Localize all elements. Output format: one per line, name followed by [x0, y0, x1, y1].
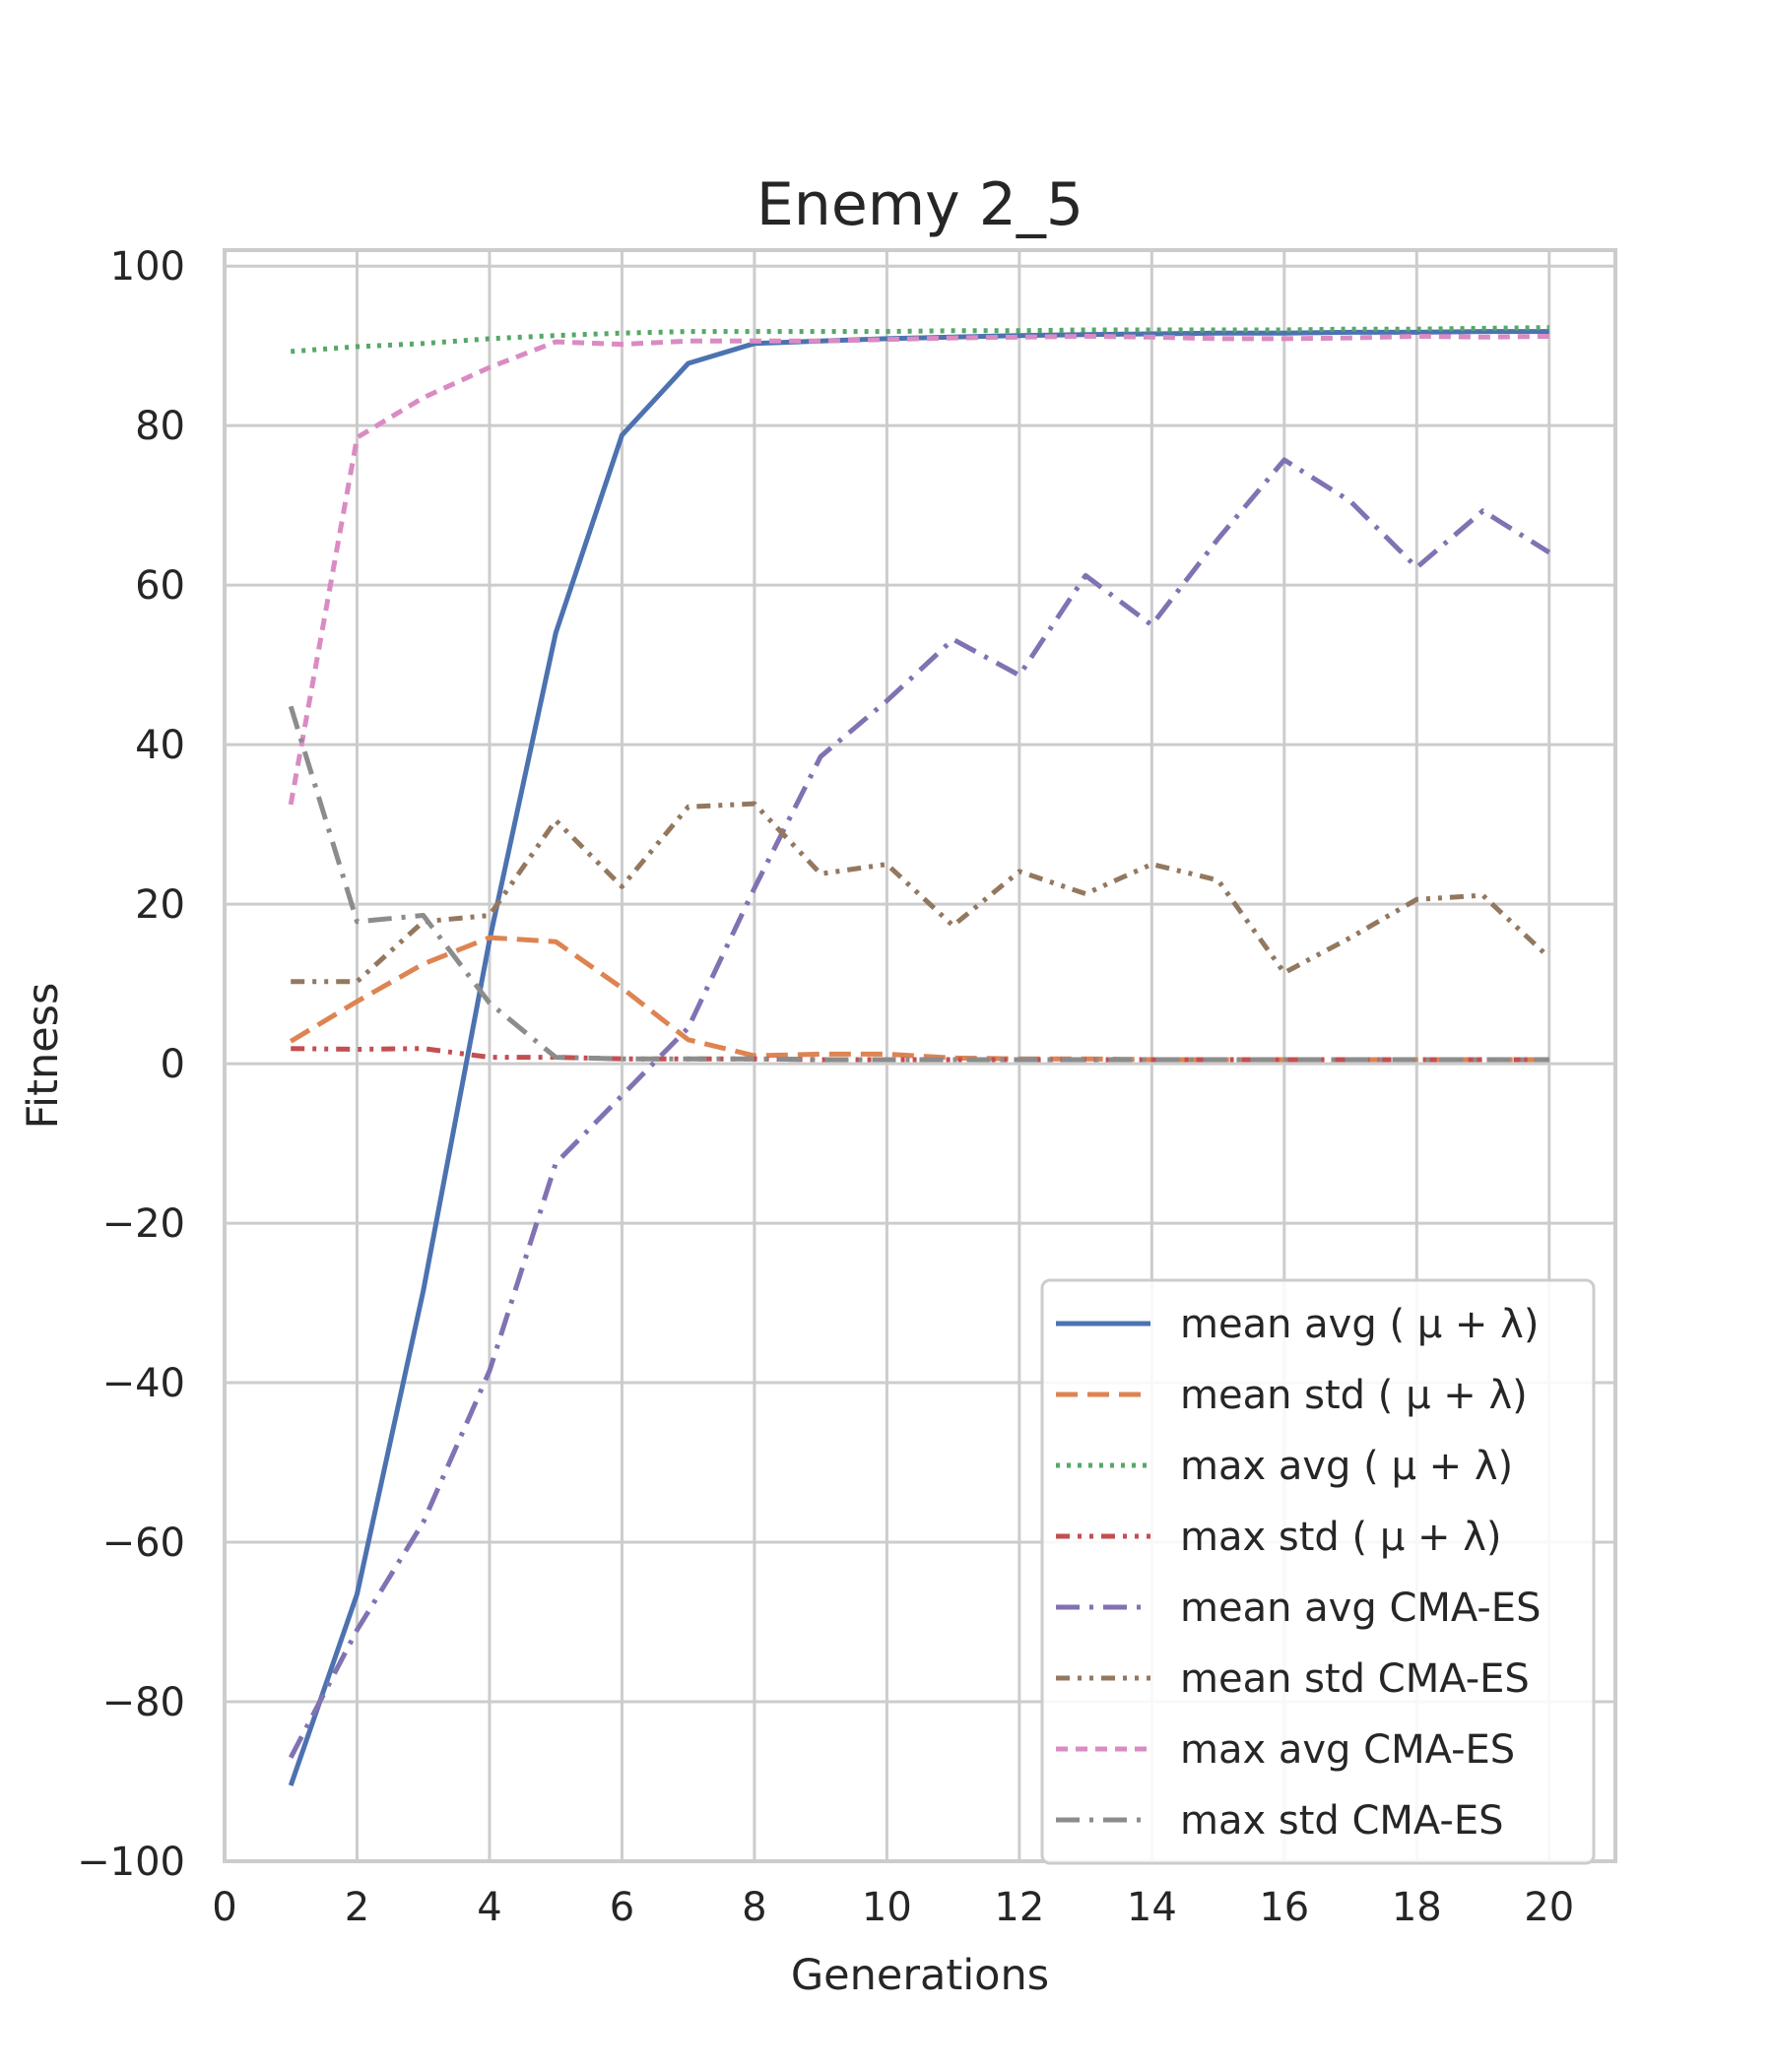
- y-tick-label: −40: [102, 1361, 185, 1406]
- legend-label: max std CMA-ES: [1180, 1798, 1504, 1844]
- y-tick-label: −20: [102, 1201, 185, 1247]
- x-tick-label: 6: [610, 1885, 634, 1930]
- series-line: [291, 801, 1551, 985]
- series-group: [288, 325, 1551, 1786]
- series-line: [291, 325, 1549, 355]
- x-tick-label: 12: [994, 1885, 1044, 1930]
- y-tick-label: 80: [135, 404, 185, 449]
- legend-label: max avg CMA-ES: [1180, 1727, 1515, 1773]
- x-tick-label: 14: [1127, 1885, 1177, 1930]
- x-tick-label: 2: [345, 1885, 369, 1930]
- series-line: [288, 457, 1551, 1759]
- legend: mean avg ( μ + λ) mean std ( μ + λ) max av…: [1040, 1278, 1596, 1865]
- x-axis-label: Generations: [791, 1951, 1049, 2000]
- x-tick-label: 0: [212, 1885, 236, 1930]
- series-line: [288, 334, 1549, 806]
- y-tick-label: 0: [161, 1042, 185, 1087]
- legend-box: [1040, 1278, 1596, 1865]
- legend-label: max std ( μ + λ): [1180, 1515, 1501, 1560]
- legend-label: mean std CMA-ES: [1180, 1656, 1530, 1702]
- y-tick-label: −100: [77, 1840, 185, 1885]
- series-line: [288, 705, 1549, 1063]
- x-tick-label: 20: [1524, 1885, 1574, 1930]
- legend-label: max avg ( μ + λ): [1180, 1444, 1513, 1489]
- legend-label: mean std ( μ + λ): [1180, 1373, 1528, 1418]
- x-tick-label: 18: [1392, 1885, 1442, 1930]
- y-tick-label: 40: [135, 723, 185, 768]
- y-tick-label: 100: [110, 244, 185, 290]
- tick-labels: 0 2 4 6 8 10 12 14 16 18 20 −100 −80 −60 −40 −20 0 20 40 60…: [77, 244, 1574, 1930]
- series-line: [291, 1046, 1549, 1063]
- plot-frame: [223, 248, 1617, 1863]
- chart-title: Enemy 2_5: [756, 170, 1084, 239]
- x-tick-label: 4: [477, 1885, 501, 1930]
- x-tick-label: 16: [1259, 1885, 1309, 1930]
- legend-label: mean avg ( μ + λ): [1180, 1302, 1539, 1347]
- y-axis-label: Fitness: [19, 983, 68, 1130]
- y-tick-label: −80: [102, 1680, 185, 1725]
- x-tick-label: 8: [742, 1885, 766, 1930]
- y-tick-label: 20: [135, 882, 185, 928]
- legend-label: mean avg CMA-ES: [1180, 1586, 1541, 1631]
- series-line: [288, 329, 1549, 1786]
- y-tick-label: 60: [135, 563, 185, 609]
- x-tick-label: 10: [862, 1885, 912, 1930]
- y-tick-label: −60: [102, 1521, 185, 1566]
